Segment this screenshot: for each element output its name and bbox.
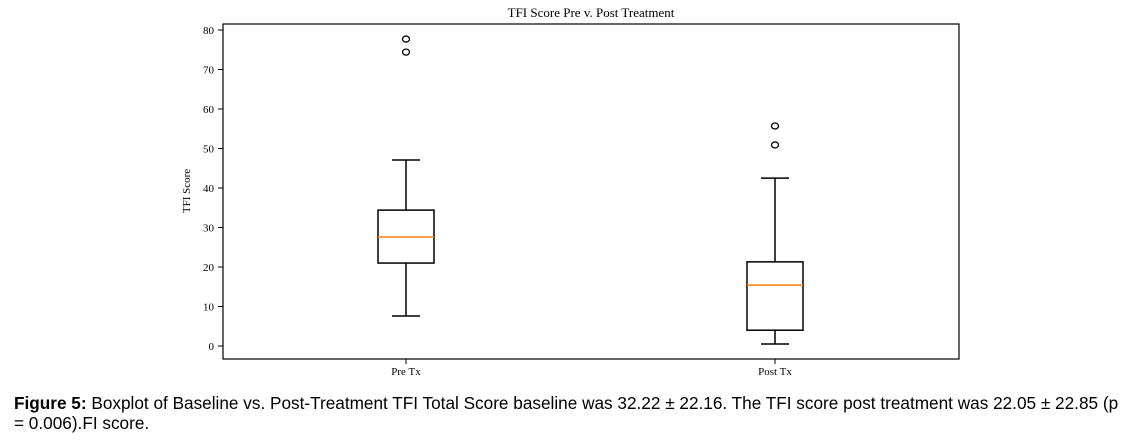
y-axis-label: TFI Score	[181, 169, 193, 213]
y-tick-label: 20	[203, 262, 215, 274]
y-tick-label: 10	[203, 302, 215, 314]
y-axis: 0 10 20 30 40 50 60 70 80	[203, 25, 223, 353]
outlier-point	[770, 141, 780, 149]
figure-caption: Figure 5: Boxplot of Baseline vs. Post-T…	[14, 393, 1129, 433]
y-tick-label: 70	[203, 65, 215, 77]
caption-label: Figure 5:	[14, 393, 87, 413]
y-tick-label: 0	[209, 341, 215, 353]
y-tick-label: 50	[203, 144, 215, 156]
plot-frame	[222, 23, 960, 360]
outlier-point	[401, 35, 411, 43]
outlier-point	[770, 122, 780, 130]
y-tick-label: 40	[203, 183, 215, 195]
boxplot-chart: TFI Score Pre v. Post Treatment TFI Scor…	[181, 5, 960, 378]
x-axis: Pre Tx Post Tx	[391, 359, 792, 378]
box-post-tx	[746, 122, 804, 345]
x-tick-label: Post Tx	[758, 366, 792, 378]
iqr-box	[746, 261, 804, 331]
box-pre-tx	[377, 35, 435, 317]
y-tick-label: 30	[203, 223, 215, 235]
y-tick-label: 60	[203, 104, 215, 116]
caption-text: Boxplot of Baseline vs. Post-Treatment T…	[14, 393, 1119, 433]
x-tick-label: Pre Tx	[391, 366, 421, 378]
y-tick-label: 80	[203, 25, 215, 37]
chart-title: TFI Score Pre v. Post Treatment	[508, 5, 675, 20]
boxes	[377, 35, 804, 345]
outlier-point	[401, 48, 411, 56]
